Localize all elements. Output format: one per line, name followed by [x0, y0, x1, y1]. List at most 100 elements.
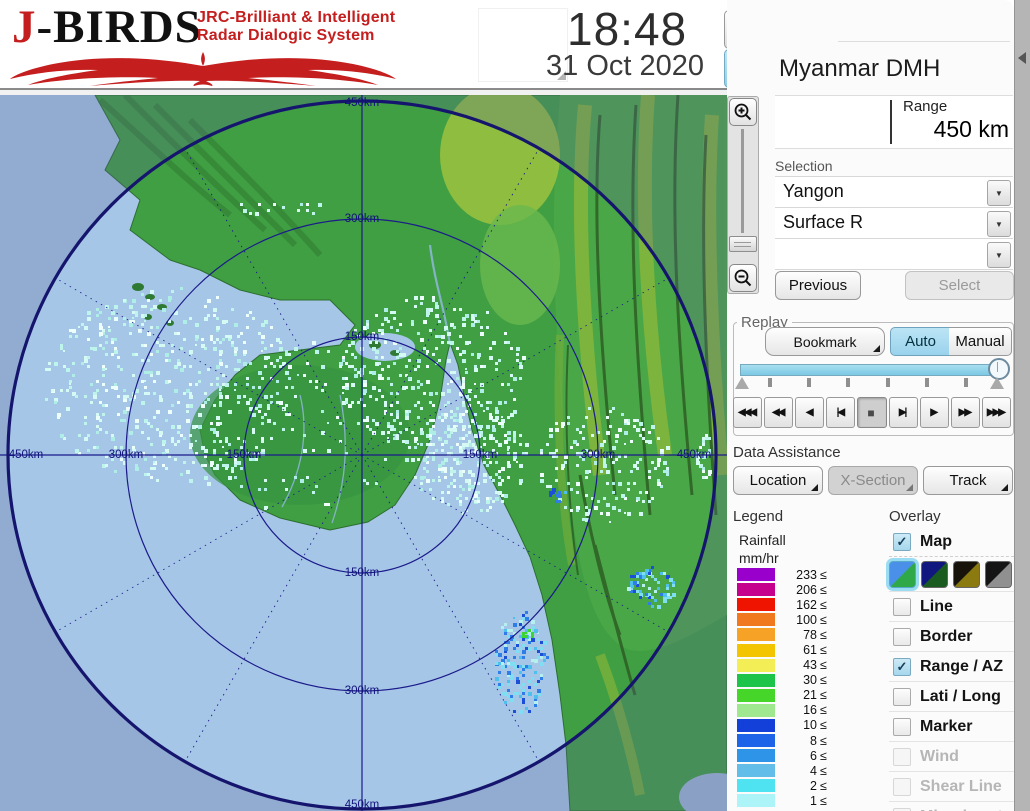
legend-entry: 206 ≤ — [737, 582, 827, 597]
legend-value: 100 — [796, 612, 817, 627]
range-value: 450 km — [933, 116, 1009, 142]
range-labels-layer: 150km 150km 150km 150km 300km 300km 300km 300km… — [9, 97, 712, 811]
x-section-button[interactable]: X-Section — [828, 466, 918, 495]
map-style-swatch-0[interactable] — [889, 560, 916, 588]
overlay-item-lati-long[interactable]: Lati / Long — [889, 681, 1014, 711]
legend-entry: 16 ≤ — [737, 703, 827, 718]
map-gap-strip — [0, 90, 727, 95]
play-reverse-button[interactable]: ◀ — [795, 397, 825, 428]
clock-time: 18:48 — [567, 3, 688, 55]
map-style-swatch-2[interactable] — [953, 560, 980, 588]
legend-entry: 233 ≤ — [737, 567, 827, 582]
logo-title-rest: -BIRDS — [36, 1, 202, 53]
legend-color-swatch — [737, 628, 775, 642]
terrain-highlands — [440, 85, 729, 796]
clock-panel — [478, 8, 568, 82]
checkbox[interactable] — [893, 687, 911, 706]
stop-button[interactable]: ■ — [857, 397, 887, 428]
legend-operator: ≤ — [820, 703, 827, 718]
location-button[interactable]: Location — [733, 466, 823, 495]
checkbox-checked[interactable]: ✓ — [893, 657, 911, 676]
overlay-item-border[interactable]: Border — [889, 621, 1014, 651]
collapse-panel-arrow-icon[interactable] — [1018, 52, 1026, 64]
overlay-item-marker[interactable]: Marker — [889, 711, 1014, 741]
chevron-down-icon[interactable]: ▼ — [987, 180, 1011, 206]
playback-controls: ◀◀◀ ◀◀ ◀ |◀ ■ ▶| ▶ ▶▶ ▶▶▶ — [733, 397, 1013, 428]
legend-color-swatch — [737, 764, 775, 778]
rewind-button[interactable]: ◀◀ — [764, 397, 794, 428]
clock-resize-grip[interactable] — [557, 71, 566, 80]
step-back-button[interactable]: |◀ — [826, 397, 856, 428]
play-button[interactable]: ▶ — [919, 397, 949, 428]
auto-mode-button[interactable]: Auto — [890, 327, 951, 356]
overlay-label: Lati / Long — [920, 687, 1001, 705]
checkbox[interactable] — [893, 627, 911, 646]
checkbox-checked[interactable]: ✓ — [893, 532, 911, 551]
legend-color-swatch — [737, 779, 775, 793]
legend-color-swatch — [737, 703, 775, 717]
slider-tick — [885, 378, 890, 387]
checkbox[interactable] — [893, 777, 911, 796]
bookmark-button[interactable]: Bookmark — [765, 327, 885, 356]
zoom-slider-thumb[interactable] — [729, 236, 757, 252]
logo-tagline-line2: Radar Dialogic System — [197, 27, 375, 44]
selection-dropdown-2[interactable]: ▼ — [775, 239, 1013, 270]
replay-slider-track[interactable] — [740, 364, 1004, 376]
checkbox[interactable] — [893, 807, 911, 811]
chevron-down-icon[interactable]: ▼ — [987, 242, 1011, 268]
map-style-swatch-1[interactable] — [921, 560, 948, 588]
slider-tick — [846, 378, 851, 387]
overlay-item-wind[interactable]: Wind — [889, 741, 1014, 771]
legend-entry: 1 ≤ — [737, 793, 827, 808]
selection-dropdown-0[interactable]: Yangon ▼ — [775, 176, 1013, 208]
legend-value: 16 — [803, 703, 817, 718]
checkbox[interactable] — [893, 747, 911, 766]
select-button[interactable]: Select — [905, 271, 1014, 300]
panel-resize-strip[interactable] — [1014, 0, 1030, 811]
svg-text:150km: 150km — [227, 449, 262, 461]
legend-entry: 43 ≤ — [737, 658, 827, 673]
corner-fold-icon — [906, 484, 913, 491]
selection-dropdown-1[interactable]: Surface R ▼ — [775, 208, 1013, 239]
tool-label: Track — [949, 472, 987, 489]
range-rings-layer — [0, 95, 727, 811]
track-button[interactable]: Track — [923, 466, 1013, 495]
checkbox[interactable] — [893, 597, 911, 616]
overlay-item-line[interactable]: Line — [889, 591, 1014, 621]
legend-entry: 30 ≤ — [737, 673, 827, 688]
legend-heading: Legend — [733, 508, 784, 525]
manual-mode-button[interactable]: Manual — [949, 327, 1012, 356]
overlay-item-range-az[interactable]: ✓ Range / AZ — [889, 651, 1014, 681]
previous-button[interactable]: Previous — [775, 271, 861, 300]
legend-entry: 6 ≤ — [737, 748, 827, 763]
slider-ticks — [768, 378, 968, 387]
slider-end-marker-icon[interactable] — [990, 377, 1004, 389]
map-style-swatch-3[interactable] — [985, 560, 1012, 588]
overlay-item-microburst[interactable]: Microburst — [889, 801, 1014, 811]
legend-color-swatch — [737, 734, 775, 748]
legend-value: 21 — [803, 688, 817, 703]
radar-map[interactable]: 150km 150km 150km 150km 300km 300km 300km 300km… — [0, 85, 755, 811]
rewind-fast-button[interactable]: ◀◀◀ — [733, 397, 763, 428]
legend-color-swatch — [737, 673, 775, 687]
legend-entry: 78 ≤ — [737, 627, 827, 642]
svg-text:450km: 450km — [345, 97, 380, 109]
slider-tick — [924, 378, 929, 387]
forward-button[interactable]: ▶▶ — [950, 397, 980, 428]
chevron-down-icon[interactable]: ▼ — [987, 211, 1011, 237]
overlay-label: Line — [920, 597, 953, 615]
legend-operator: ≤ — [820, 612, 827, 627]
forward-fast-button[interactable]: ▶▶▶ — [981, 397, 1011, 428]
step-forward-button[interactable]: ▶| — [888, 397, 918, 428]
legend-value: 6 — [810, 748, 817, 763]
checkbox[interactable] — [893, 717, 911, 736]
overlay-item-map[interactable]: ✓ Map — [889, 527, 1014, 556]
zoom-out-button[interactable] — [729, 264, 757, 292]
zoom-in-button[interactable] — [729, 98, 757, 126]
legend-entry: 162 ≤ — [737, 597, 827, 612]
overlay-item-shear-line[interactable]: Shear Line — [889, 771, 1014, 801]
svg-text:150km: 150km — [345, 331, 380, 343]
legend-entry: 8 ≤ — [737, 733, 827, 748]
slider-start-marker-icon[interactable] — [735, 377, 749, 389]
zoom-slider-track[interactable] — [741, 129, 744, 233]
